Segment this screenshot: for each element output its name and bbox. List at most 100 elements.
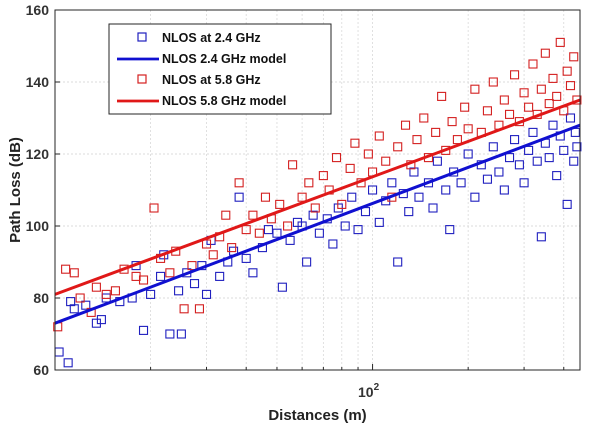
scatter-point-series-2: [331, 153, 342, 163]
scatter-point-series-2: [431, 127, 441, 137]
scatter-point-series-2: [318, 171, 328, 181]
scatter-point-series-2: [463, 124, 473, 134]
scatter-point-series-0: [504, 153, 515, 163]
scatter-point-series-0: [314, 228, 324, 238]
scatter-point-series-2: [412, 135, 422, 145]
scatter-point-series-0: [69, 304, 79, 314]
scatter-point-series-2: [310, 203, 320, 213]
scatter-point-series-0: [441, 185, 451, 195]
scatter-point-series-0: [562, 199, 572, 209]
scatter-point-series-0: [514, 160, 524, 170]
scatter-point-series-0: [456, 178, 466, 188]
scatter-point-series-2: [221, 210, 231, 220]
scatter-point-series-0: [470, 192, 480, 202]
scatter-point-series-2: [569, 52, 579, 62]
scatter-point-series-2: [260, 192, 271, 202]
scatter-point-series-2: [75, 293, 85, 303]
scatter-point-series-2: [208, 250, 218, 260]
scatter-point-series-0: [510, 135, 520, 145]
scatter-point-series-0: [499, 185, 509, 195]
y-axis-label: Path Loss (dB): [7, 137, 24, 243]
scatter-point-series-0: [488, 142, 498, 152]
scatter-point-series-2: [552, 91, 562, 101]
scatter-point-series-0: [156, 271, 166, 281]
scatter-point-series-2: [519, 88, 529, 98]
x-axis-ticks: 102: [358, 382, 380, 400]
scatter-point-series-0: [234, 192, 244, 202]
scatter-point-series-2: [470, 84, 480, 94]
scatter-point-series-2: [504, 109, 515, 119]
scatter-point-series-2: [482, 106, 492, 116]
scatter-point-series-0: [368, 185, 378, 195]
scatter-point-series-2: [400, 120, 411, 130]
scatter-point-series-2: [528, 59, 538, 69]
scatter-point-series-2: [381, 156, 391, 166]
scatter-point-series-0: [138, 325, 149, 335]
scatter-point-series-0: [432, 156, 442, 166]
model-line-series-1: [54, 123, 581, 325]
scatter-point-series-2: [419, 113, 429, 123]
y-tick-label: 140: [26, 74, 50, 90]
scatter-point-series-2: [345, 163, 355, 173]
scatter-point-series-2: [562, 66, 572, 76]
scatter-point-series-2: [165, 268, 175, 278]
scatter-point-series-0: [96, 315, 106, 325]
scatter-point-series-2: [536, 84, 546, 94]
plot-frame: [54, 9, 581, 371]
scatter-point-series-0: [272, 228, 282, 238]
scatter-point-series-2: [149, 203, 159, 213]
scatter-point-series-2: [565, 81, 576, 91]
scatter-point-series-0: [569, 156, 579, 166]
scatter-point-series-2: [337, 199, 347, 209]
scatter-point-series-0: [519, 178, 529, 188]
scatter-point-series-2: [288, 160, 298, 170]
scatter-point-series-0: [165, 329, 175, 339]
scatter-point-series-0: [347, 192, 357, 202]
scatter-point-series-2: [510, 70, 520, 80]
legend-label-model-24: NLOS 2.4 GHz model: [162, 52, 286, 66]
scatter-point-series-2: [363, 149, 373, 159]
scatter-point-series-2: [283, 221, 293, 231]
scatter-point-series-2: [544, 99, 554, 109]
y-tick-label: 160: [26, 2, 50, 18]
scatter-point-series-0: [565, 113, 576, 123]
scatter-point-series-2: [555, 37, 565, 47]
scatter-point-series-0: [189, 279, 200, 289]
scatter-point-series-0: [277, 282, 287, 292]
scatter-point-series-2: [61, 264, 71, 274]
scatter-point-series-2: [227, 243, 237, 253]
scatter-point-series-2: [179, 304, 189, 314]
scatter-point-series-0: [215, 271, 225, 281]
scatter-point-series-2: [248, 210, 258, 220]
scatter-point-series-2: [241, 225, 251, 235]
x-axis-label: Distances (m): [268, 407, 366, 424]
scatter-point-series-0: [463, 149, 473, 159]
scatter-point-series-2: [460, 102, 470, 112]
y-tick-label: 120: [26, 146, 50, 162]
y-axis-ticks: 60 80 100 120 140 160: [26, 2, 50, 378]
scatter-point-series-0: [404, 207, 414, 217]
legend: NLOS at 2.4 GHz NLOS 2.4 GHz model NLOS …: [108, 23, 332, 115]
scatter-point-series-2: [393, 142, 403, 152]
scatter-point-series-0: [428, 203, 438, 213]
scatter-point-series-0: [528, 127, 538, 137]
scatter-point-series-2: [350, 138, 360, 148]
scatter-point-series-0: [544, 153, 554, 163]
scatter-point-series-2: [254, 228, 264, 238]
scatter-point-series-0: [340, 221, 350, 231]
scatter-point-series-0: [482, 174, 492, 184]
y-tick-label: 80: [33, 290, 49, 306]
scatter-point-series-2: [488, 77, 498, 87]
scatter-point-series-2: [234, 178, 244, 188]
scatter-point-series-2: [572, 95, 582, 105]
x-tick-label: 102: [358, 382, 380, 400]
scatter-point-series-0: [146, 289, 156, 299]
scatter-point-series-0: [414, 192, 424, 202]
scatter-point-series-2: [110, 286, 120, 296]
scatter-point-series-0: [494, 167, 504, 177]
scatter-point-series-0: [524, 145, 534, 155]
scatter-point-series-0: [374, 217, 384, 227]
scatter-point-series-2: [194, 304, 204, 314]
scatter-point-series-0: [63, 358, 73, 368]
scatter-point-series-0: [241, 253, 251, 263]
